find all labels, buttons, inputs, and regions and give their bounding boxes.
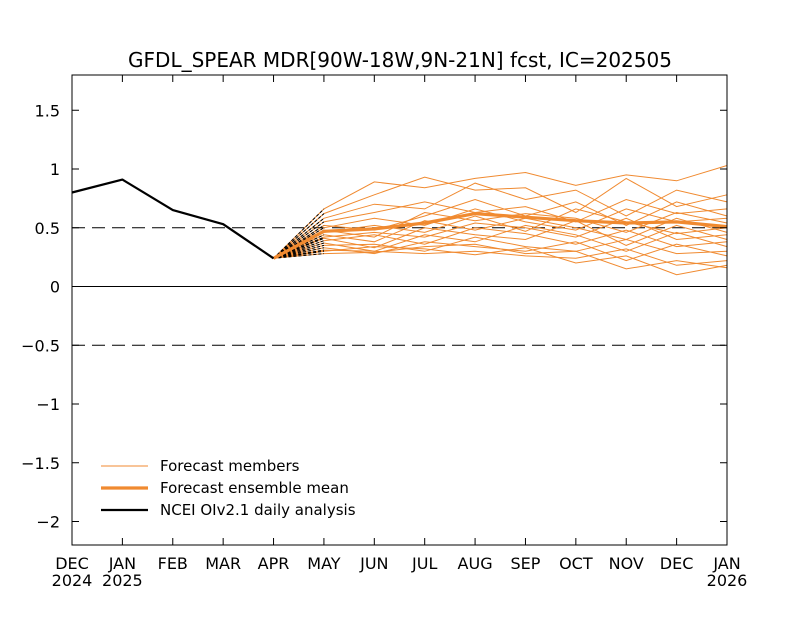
forecast-member-line: [273, 236, 728, 259]
y-tick-label: −1.5: [21, 454, 60, 473]
x-year-label: 2025: [102, 571, 143, 590]
x-year-label: 2026: [707, 571, 748, 590]
x-tick-label: OCT: [559, 554, 593, 573]
x-tick-label: MAR: [205, 554, 241, 573]
member-connector-line: [273, 208, 325, 259]
forecast-member-line: [273, 220, 728, 259]
member-connector-line: [273, 249, 325, 259]
member-connector-line: [273, 247, 325, 259]
x-tick-label: MAY: [307, 554, 341, 573]
forecast-member-line: [273, 248, 728, 266]
y-tick-label: 0.5: [35, 219, 60, 238]
x-year-label: 2024: [52, 571, 93, 590]
forecast-member-line: [273, 165, 728, 259]
legend-label: Forecast ensemble mean: [160, 479, 349, 497]
x-tick-label: DEC: [55, 554, 89, 573]
y-tick-label: 1.5: [35, 101, 60, 120]
x-tick-label: DEC: [660, 554, 694, 573]
forecast-member-line: [273, 182, 728, 259]
forecast-member-line: [273, 224, 728, 259]
forecast-member-line: [273, 198, 728, 259]
forecast-member-line: [273, 246, 728, 276]
member-connector-line: [273, 242, 325, 259]
member-connector-line: [273, 237, 325, 259]
x-tick-label: APR: [258, 554, 290, 573]
x-tick-label: JAN: [712, 554, 740, 573]
x-tick-label: NOV: [609, 554, 644, 573]
x-tick-label: JUL: [411, 554, 437, 573]
member-connector-line: [273, 240, 325, 259]
chart-title: GFDL_SPEAR MDR[90W-18W,9N-21N] fcst, IC=…: [128, 48, 672, 72]
y-tick-label: −2: [36, 513, 60, 532]
y-tick-label: 0: [50, 278, 60, 297]
ensemble-mean-line: [272, 212, 728, 260]
forecast-member-line: [273, 243, 728, 270]
y-tick-label: 1: [50, 160, 60, 179]
member-connector-line: [273, 253, 324, 259]
plot-frame: [71, 74, 728, 546]
y-tick-label: −1: [36, 395, 60, 414]
forecast-member-line: [273, 217, 728, 259]
member-connector-line: [273, 244, 325, 259]
x-tick-label: AUG: [458, 554, 493, 573]
legend-label: Forecast members: [160, 457, 300, 475]
forecast-member-line: [273, 176, 728, 259]
x-tick-label: JUN: [359, 554, 388, 573]
x-tick-label: FEB: [158, 554, 188, 573]
x-tick-label: SEP: [511, 554, 541, 573]
x-tick-label: JAN: [108, 554, 136, 573]
member-connector-line: [273, 236, 325, 259]
member-connector-line: [273, 250, 324, 259]
analysis-line: [71, 178, 275, 260]
forecast-member-line: [273, 227, 728, 259]
forecast-member-line: [273, 198, 728, 259]
legend-label: NCEI OIv2.1 daily analysis: [160, 501, 356, 519]
y-tick-label: −0.5: [21, 336, 60, 355]
member-connector-line: [273, 213, 325, 259]
